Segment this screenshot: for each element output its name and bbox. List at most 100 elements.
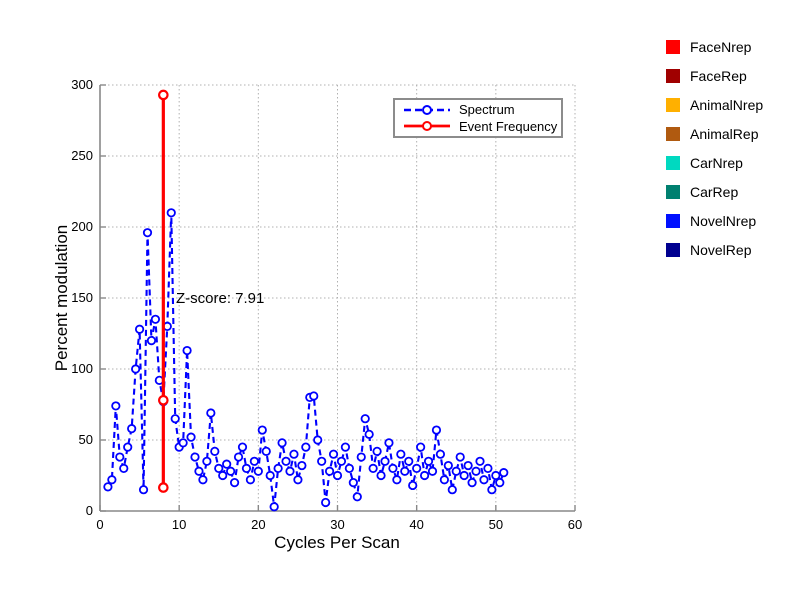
spectrum-data-point xyxy=(427,466,438,476)
spectrum-data-point xyxy=(336,456,347,466)
spectrum-data-point xyxy=(218,470,228,481)
spectrum-data-point xyxy=(368,463,378,473)
spectrum-data-point xyxy=(261,446,271,456)
spectrum-data-point xyxy=(475,456,485,466)
spectrum-data-point xyxy=(289,449,299,459)
color-swatch xyxy=(666,127,680,141)
spectrum-data-point xyxy=(321,497,331,508)
spectrum-data-point xyxy=(277,438,287,448)
x-tick-label: 0 xyxy=(96,517,103,532)
color-swatch xyxy=(666,185,680,199)
spectrum-data-point xyxy=(324,466,335,476)
spectrum-data-point xyxy=(340,442,351,452)
circle-marker-sample xyxy=(422,121,432,132)
spectrum-data-point xyxy=(451,466,461,476)
spectrum-data-point xyxy=(253,466,263,476)
spectrum-data-point xyxy=(499,468,509,478)
legend-item-event-frequency[interactable]: Event Frequency xyxy=(395,119,561,133)
spectrum-data-point xyxy=(443,460,453,471)
spectrum-data-point xyxy=(495,477,505,488)
spectrum-data-point xyxy=(273,463,283,473)
spectrum-data-point xyxy=(301,442,311,452)
spectrum-data-point xyxy=(170,414,180,424)
spectrum-data-point xyxy=(222,459,232,469)
spectrum-data-point xyxy=(233,452,244,462)
spectrum-data-point xyxy=(111,401,121,411)
legend-item-carnrep[interactable]: CarNrep xyxy=(666,155,763,171)
zscore-annotation: Z-score: 7.91 xyxy=(176,290,265,307)
spectrum-data-point xyxy=(150,314,161,324)
legend-label: Event Frequency xyxy=(459,118,558,134)
spectrum-data-point xyxy=(455,452,465,462)
legend-item-spectrum[interactable]: Spectrum xyxy=(395,103,561,117)
spectrum-data-point xyxy=(281,456,291,466)
spectrum-data-point xyxy=(142,228,153,238)
legend-item-novelnrep[interactable]: NovelNrep xyxy=(666,213,763,229)
y-tick-label: 100 xyxy=(71,361,93,376)
legend-label: AnimalRep xyxy=(690,126,759,142)
spectrum-data-point xyxy=(131,364,141,374)
spectrum-data-point xyxy=(119,463,129,473)
spectrum-data-point xyxy=(241,463,252,473)
legend-label: Spectrum xyxy=(459,102,515,118)
x-tick-label: 20 xyxy=(251,517,265,532)
spectrum-data-point xyxy=(229,477,240,488)
x-tick-label: 50 xyxy=(489,517,503,532)
plot-legend[interactable]: Spectrum Event Frequency xyxy=(393,98,563,138)
spectrum-data-point xyxy=(491,470,501,481)
spectrum-data-point xyxy=(435,449,446,459)
legend-item-facerep[interactable]: FaceRep xyxy=(666,68,763,84)
spectrum-data-point xyxy=(372,446,382,456)
spectrum-data-point xyxy=(431,425,442,435)
spectrum-data-point xyxy=(214,463,224,473)
spectrum-line-swatch xyxy=(404,104,450,115)
spectrum-data-point xyxy=(483,463,493,473)
spectrum-data-point xyxy=(459,470,469,481)
spectrum-data-point xyxy=(237,442,248,452)
legend-label: CarRep xyxy=(690,184,739,200)
spectrum-data-point xyxy=(360,414,370,424)
x-tick-label: 30 xyxy=(330,517,344,532)
spectrum-data-point xyxy=(471,466,481,476)
spectrum-data-point xyxy=(364,429,374,439)
spectrum-line xyxy=(106,212,505,507)
spectrum-data-point xyxy=(210,446,220,456)
legend-item-carrep[interactable]: CarRep xyxy=(666,184,763,200)
spectrum-data-point xyxy=(202,456,212,466)
spectrum-data-point xyxy=(123,442,133,452)
spectrum-data-point xyxy=(317,456,327,466)
spectrum-data-point xyxy=(166,208,176,218)
spectrum-data-point xyxy=(388,463,398,473)
legend-label: NovelRep xyxy=(690,242,752,258)
color-swatch xyxy=(666,214,680,228)
legend-item-facenrep[interactable]: FaceNrep xyxy=(666,39,763,55)
spectrum-data-point xyxy=(198,475,208,485)
spectrum-data-point xyxy=(115,452,125,462)
color-swatch xyxy=(666,243,680,257)
spectrum-data-point xyxy=(194,466,204,476)
y-tick-label: 250 xyxy=(71,148,93,163)
spectrum-data-point xyxy=(384,438,394,448)
y-tick-label: 50 xyxy=(79,432,93,447)
spectrum-data-point xyxy=(408,480,418,491)
spectrum-data-point xyxy=(309,391,319,401)
legend-item-novelrep[interactable]: NovelRep xyxy=(666,242,763,258)
legend-item-animalnrep[interactable]: AnimalNrep xyxy=(666,97,764,113)
color-swatch xyxy=(666,40,680,54)
spectrum-data-point xyxy=(134,324,145,334)
spectrum-data-point xyxy=(419,470,430,481)
spectrum-data-point xyxy=(127,424,137,434)
spectrum-data-point xyxy=(186,432,196,442)
spectrum-data-point xyxy=(467,477,477,488)
legend-label: FaceRep xyxy=(690,68,747,84)
spectrum-data-point xyxy=(380,456,390,466)
legend-label: AnimalNrep xyxy=(690,97,764,113)
spectrum-data-point xyxy=(328,449,339,459)
spectrum-data-point xyxy=(412,463,422,473)
spectrum-data-point xyxy=(206,408,216,418)
spectrum-data-point xyxy=(285,466,295,476)
legend-item-animalrep[interactable]: AnimalRep xyxy=(666,126,763,142)
spectrum-data-point xyxy=(245,475,256,485)
spectrum-data-point xyxy=(479,475,489,485)
spectrum-data-point xyxy=(146,335,157,346)
